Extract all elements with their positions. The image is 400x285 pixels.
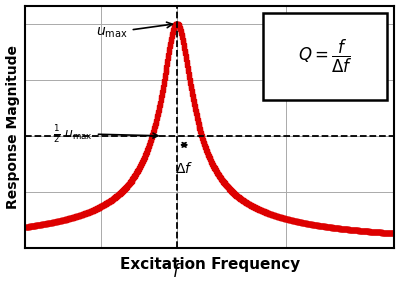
Y-axis label: Response Magnitude: Response Magnitude <box>6 45 20 209</box>
Text: $\frac{1}{2}\ u_{\mathrm{max}}$: $\frac{1}{2}\ u_{\mathrm{max}}$ <box>53 123 158 144</box>
Text: $f$: $f$ <box>172 263 182 281</box>
Text: $\Delta f$: $\Delta f$ <box>175 161 193 176</box>
X-axis label: Excitation Frequency: Excitation Frequency <box>120 256 300 272</box>
Text: $Q = \dfrac{f}{\Delta f}$: $Q = \dfrac{f}{\Delta f}$ <box>298 38 353 75</box>
FancyBboxPatch shape <box>263 13 387 100</box>
Text: $u_{\mathrm{max}}$: $u_{\mathrm{max}}$ <box>96 22 172 40</box>
